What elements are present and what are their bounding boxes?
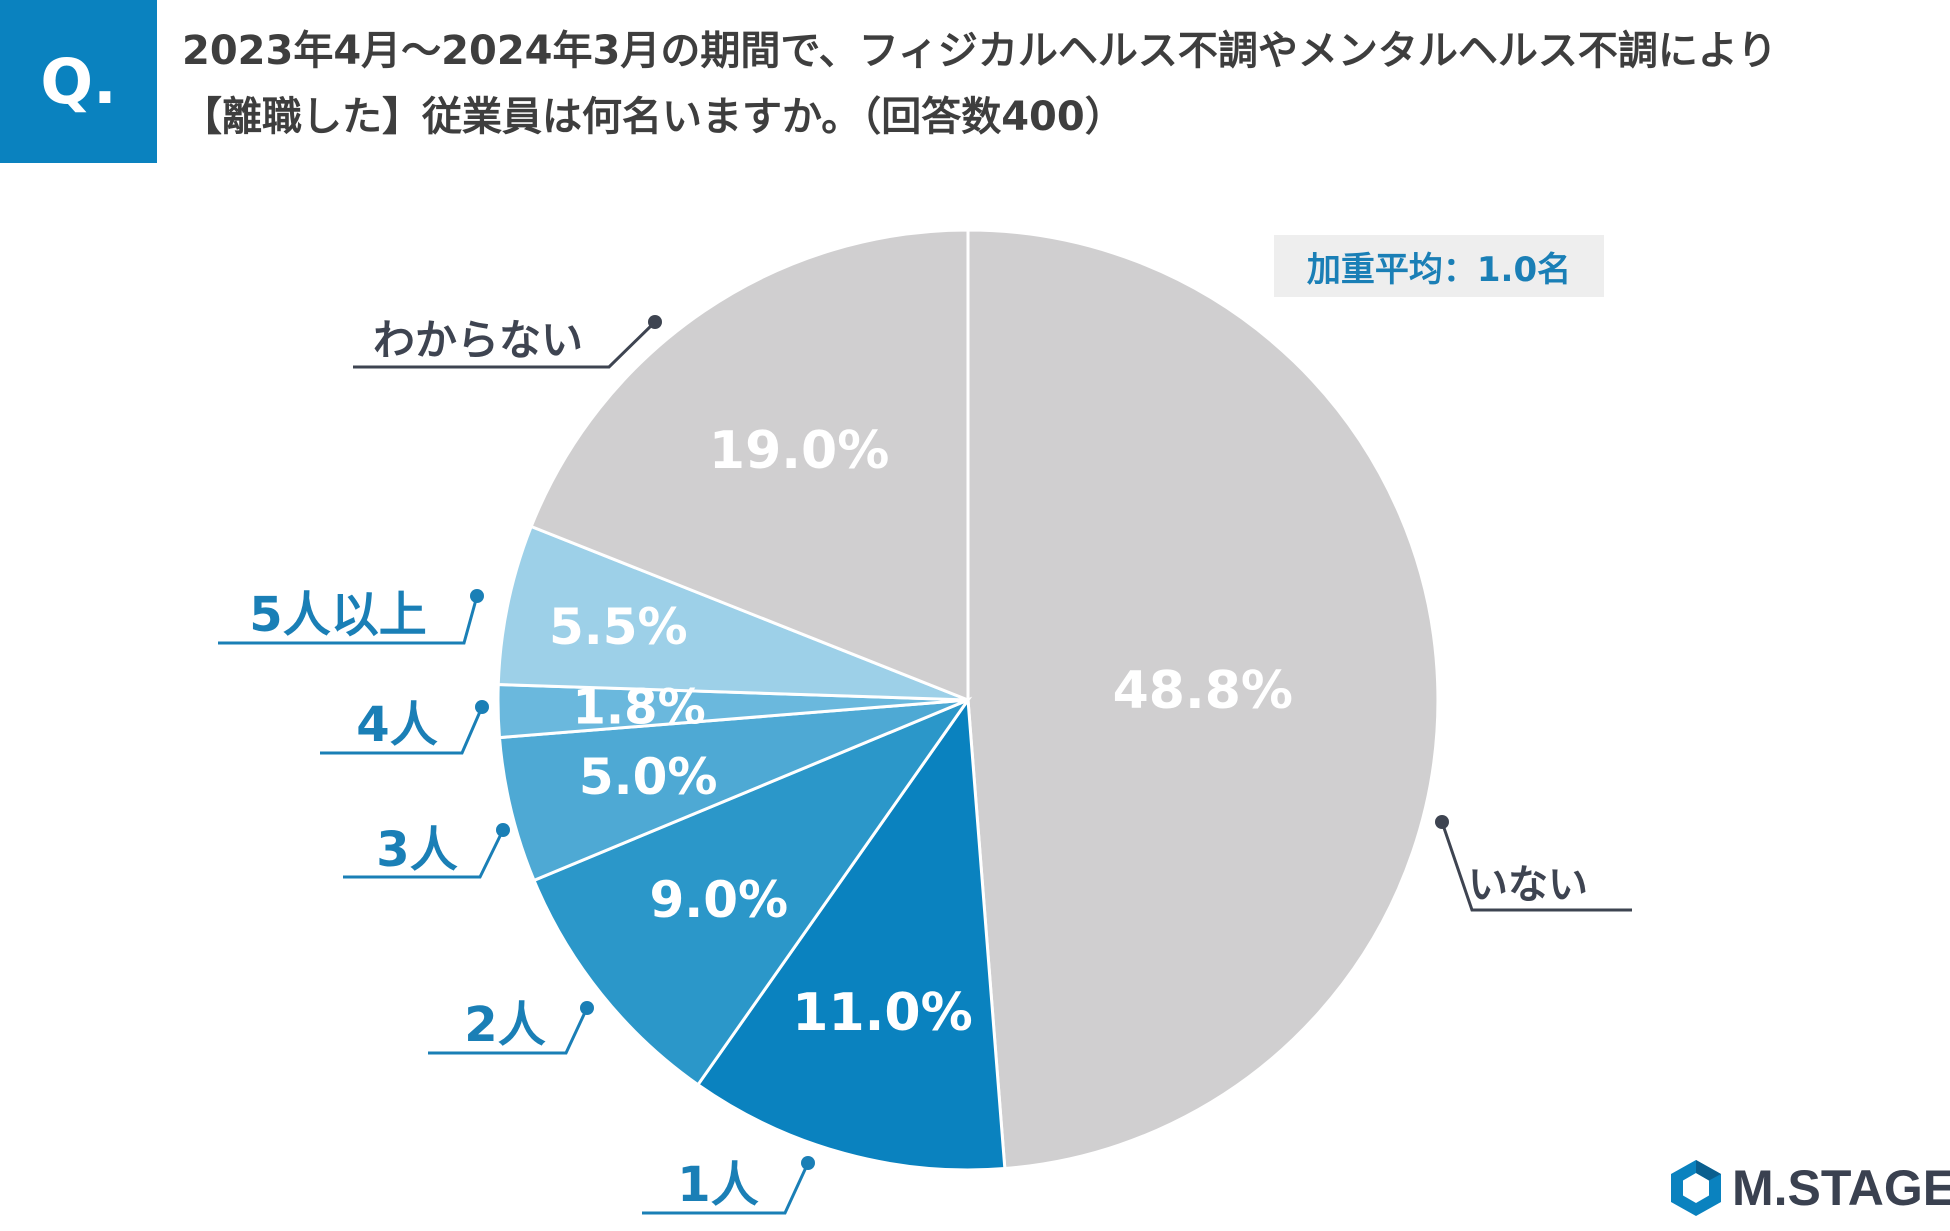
slice-1-person-category-label: 1人 xyxy=(677,1157,758,1213)
slice-1-person-leader-dot xyxy=(801,1156,815,1170)
slice-3-person-category-label: 3人 xyxy=(376,822,457,878)
slice-5-plus-person-leader-dot xyxy=(470,589,484,603)
weighted-average-badge: 加重平均：1.0名 xyxy=(1274,235,1604,297)
slice-unknown-leader-line xyxy=(353,320,657,369)
slice-3-person xyxy=(497,698,969,883)
slice-2-person-value-label: 9.0% xyxy=(649,871,788,929)
slice-5-plus-person xyxy=(496,524,969,702)
slice-5-plus-person-value-label: 5.5% xyxy=(549,598,688,656)
brand-logo: M.STAGE xyxy=(1668,1158,1950,1218)
slice-1-person-leader-line xyxy=(642,1162,810,1215)
slice-1-person xyxy=(695,695,1007,1172)
slice-2-person-leader-line xyxy=(428,1007,589,1055)
brand-logo-text: M.STAGE xyxy=(1732,1160,1950,1216)
slice-unknown-value-label: 19.0% xyxy=(709,421,889,481)
slice-none-value-label: 48.8% xyxy=(1113,661,1293,721)
hexagon-logo-icon xyxy=(1671,1160,1721,1216)
slice-none-callout: いない xyxy=(1435,815,1632,912)
slice-4-person-leader-dot xyxy=(475,700,489,714)
slice-none-category-label: いない xyxy=(1468,862,1588,908)
slice-4-person-category-label: 4人 xyxy=(356,697,437,753)
slice-1-person-callout: 1人 xyxy=(642,1156,815,1215)
slice-none-leader-line xyxy=(1440,821,1632,912)
question-label: Q. xyxy=(40,45,117,118)
slice-4-person-callout: 4人 xyxy=(320,697,489,755)
slice-3-person-value-label: 5.0% xyxy=(579,748,718,806)
slice-unknown-category-label: わからない xyxy=(373,316,583,365)
slice-5-plus-person-category-label: 5人以上 xyxy=(249,587,426,643)
question-line-1: 2023年4月～2024年3月の期間で、フィジカルヘルス不調やメンタルヘルス不調… xyxy=(182,28,1778,74)
pie-slices xyxy=(496,228,1440,1172)
slice-unknown xyxy=(529,228,970,703)
slice-none-leader-dot xyxy=(1435,815,1449,829)
slice-unknown-callout: わからない xyxy=(353,315,662,369)
slice-2-person-category-label: 2人 xyxy=(464,997,545,1053)
slice-none xyxy=(966,228,1440,1171)
slice-4-person-leader-line xyxy=(320,706,484,755)
slice-2-person xyxy=(532,696,973,1087)
slice-1-person-value-label: 11.0% xyxy=(792,983,972,1043)
question-label-box: Q. xyxy=(0,0,157,163)
pie-callouts: いない 1人 2人 3人 4人 5人以上 わからない xyxy=(218,315,1632,1215)
pie-value-labels: 48.8% 11.0%9.0% 5.0% 1.8% 5.5% 19.0% xyxy=(549,421,1293,1043)
question-text: 2023年4月～2024年3月の期間で、フィジカルヘルス不調やメンタルヘルス不調… xyxy=(182,18,1922,150)
slice-5-plus-person-callout: 5人以上 xyxy=(218,587,484,645)
slice-3-person-callout: 3人 xyxy=(343,822,510,879)
question-line-2: 【離職した】従業員は何名いますか。（回答数400） xyxy=(182,94,1125,140)
slice-5-plus-person-leader-line xyxy=(218,595,479,645)
slice-2-person-leader-dot xyxy=(580,1001,594,1015)
weighted-average-text: 加重平均：1.0名 xyxy=(1306,249,1572,290)
slice-3-person-leader-dot xyxy=(496,823,510,837)
slice-unknown-leader-dot xyxy=(648,315,662,329)
slice-2-person-callout: 2人 xyxy=(428,997,594,1055)
slice-3-person-leader-line xyxy=(343,829,505,879)
slice-4-person-value-label: 1.8% xyxy=(573,680,706,736)
